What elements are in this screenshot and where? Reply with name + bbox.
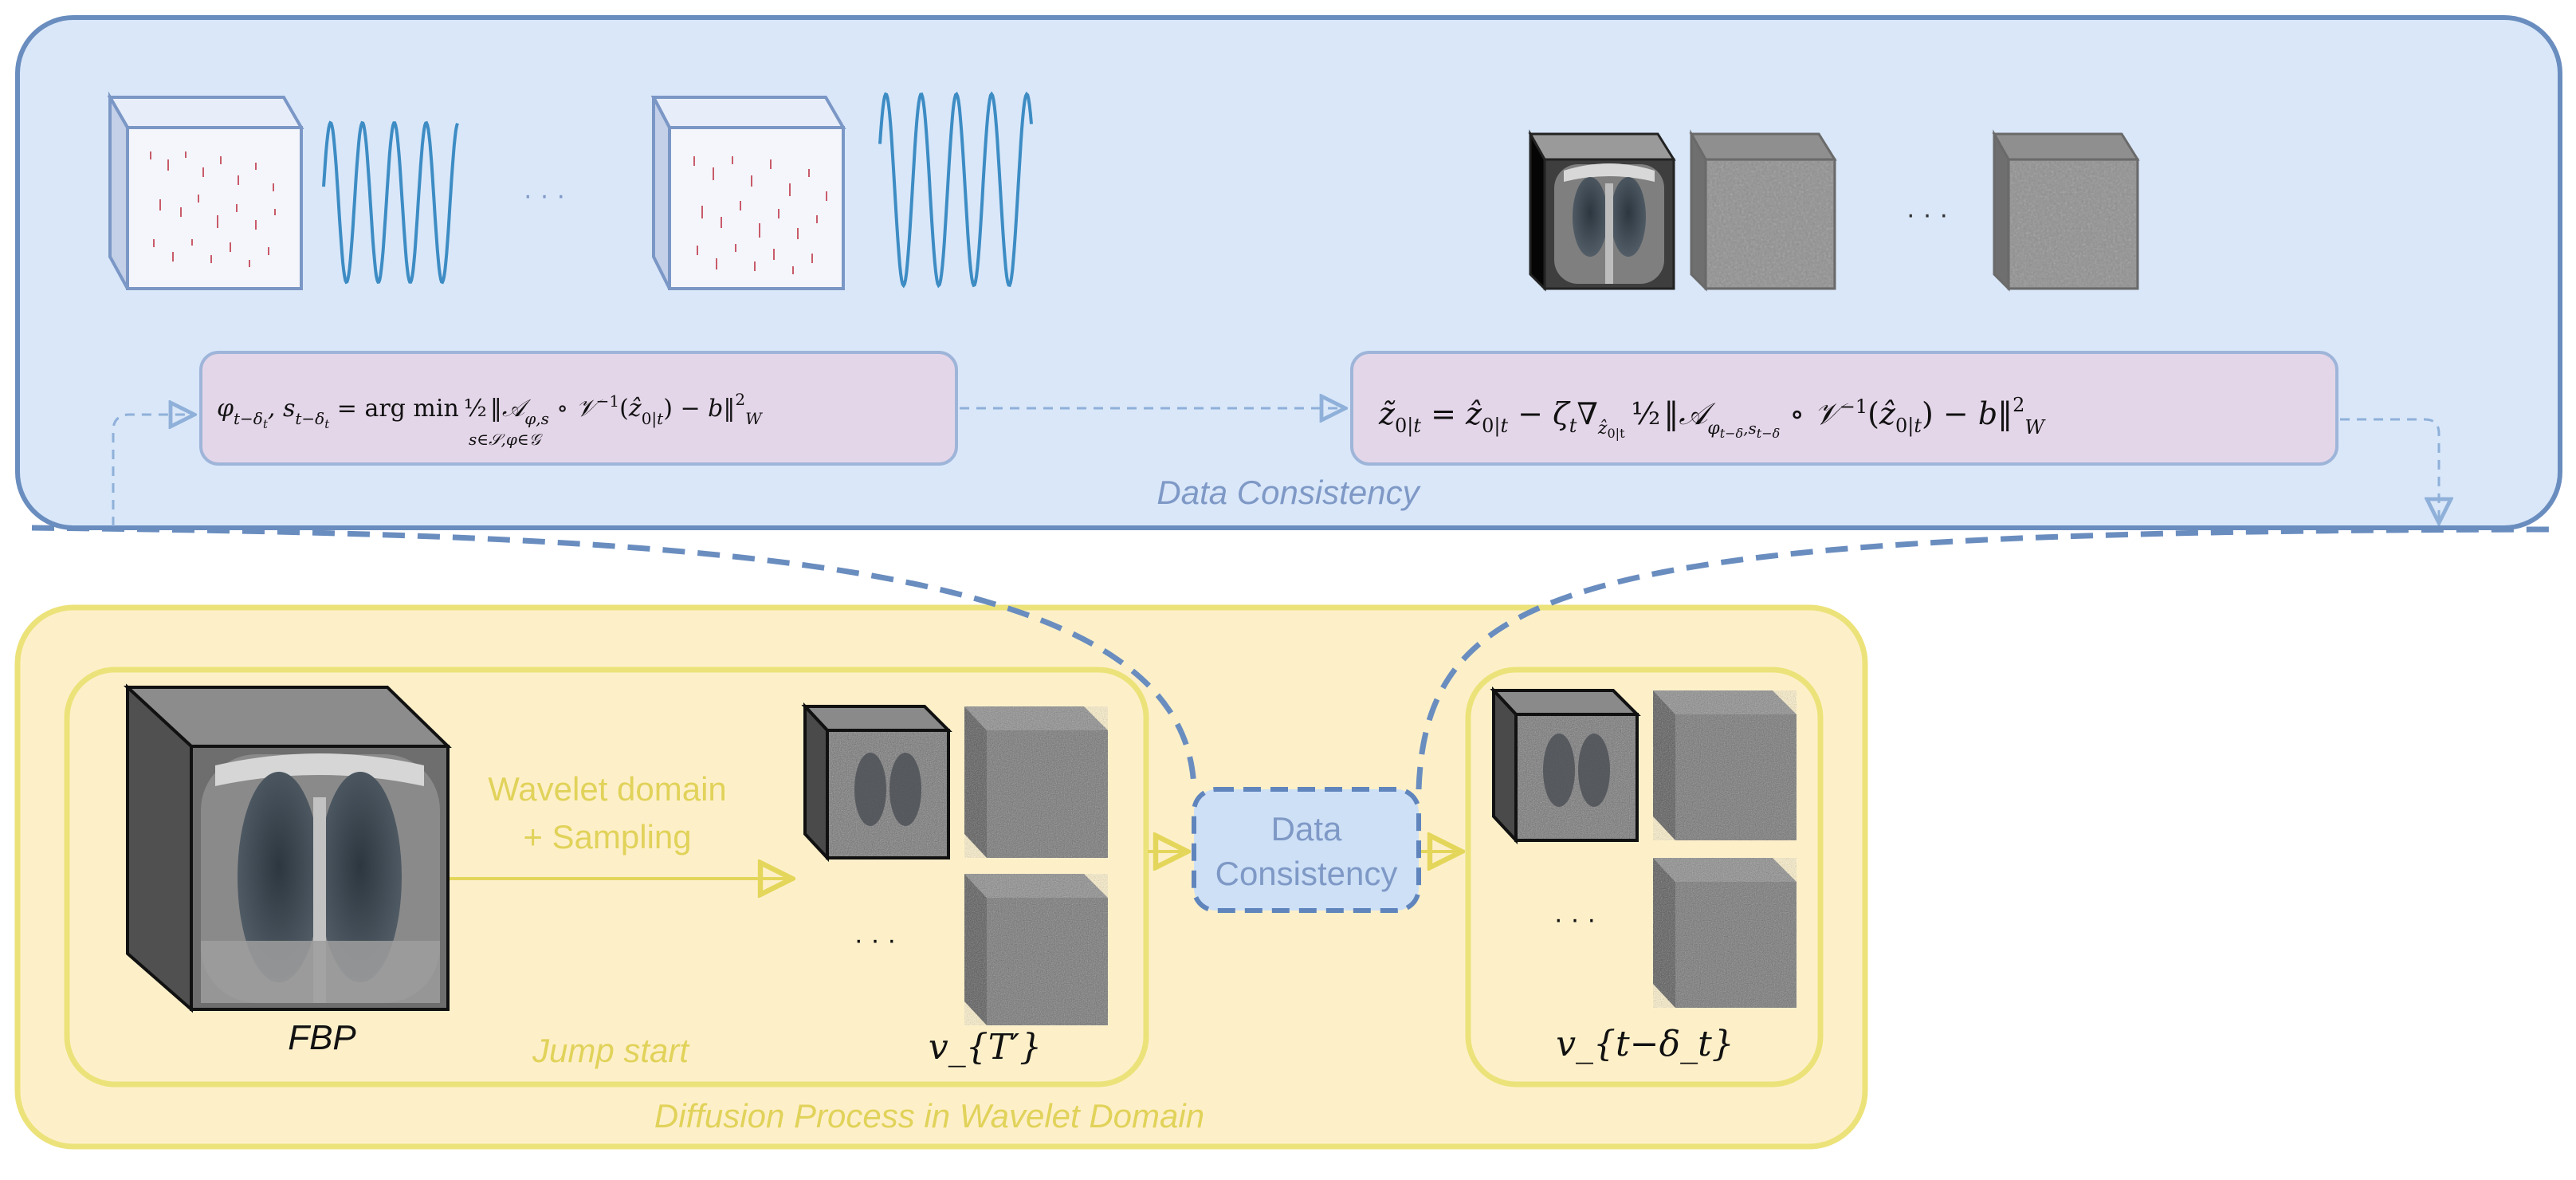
motion-signal-wave-2	[878, 91, 1033, 289]
fbp-label: FBP	[288, 1018, 356, 1057]
motion-field-cube-1	[107, 91, 304, 290]
vt-detail-cube-2	[1653, 858, 1797, 1008]
top-ellipsis-left: · · ·	[524, 180, 566, 210]
data-consistency-step-line2: Consistency	[1215, 855, 1398, 892]
wavelet-detail-cube-n	[1992, 129, 2140, 292]
wavelet-sampling-label-line2: + Sampling	[523, 818, 691, 856]
vt-label: v_{t−δ_t}	[1556, 1024, 1734, 1064]
top-ellipsis-right: · · ·	[1906, 199, 1949, 230]
dc-curve-left	[31, 525, 1197, 790]
wavelet-detail-cube-1	[1689, 129, 1837, 292]
vT-detail-cube-2	[964, 874, 1108, 1025]
dc-curve-right	[1416, 526, 2554, 790]
motion-signal-wave-1	[322, 120, 459, 285]
wavelet-sampling-label-line1: Wavelet domain	[488, 770, 727, 808]
wavelet-lowpass-cube	[1528, 129, 1676, 292]
motion-estimation-formula-box	[199, 351, 958, 466]
vt-detail-cube-1	[1653, 690, 1797, 840]
data-consistency-step-box	[1192, 787, 1421, 913]
diffusion-process-panel-title: Diffusion Process in Wavelet Domain	[654, 1097, 1204, 1135]
data-consistency-step-line1: Data	[1271, 810, 1342, 848]
vT-label: v_{T′}	[929, 1027, 1042, 1068]
motion-field-cube-2	[650, 96, 846, 290]
fbp-volume-cube	[123, 683, 452, 1013]
gradient-update-formula: z̃0|t = ẑ0|t − ζt∇ẑ0|t½ ‖𝒜φt−δ,st−δ ∘ 𝒱−1…	[1378, 394, 2046, 441]
vT-detail-cube-1	[964, 706, 1108, 858]
jump-start-title: Jump start	[532, 1032, 690, 1069]
vt-lowpass-cube	[1490, 686, 1641, 845]
vT-lowpass-cube	[801, 702, 952, 863]
vt-ellipsis: · · ·	[1554, 904, 1596, 934]
data-consistency-panel-title: Data Consistency	[1156, 474, 1421, 511]
arrow-out-of-right-formula	[2340, 418, 2439, 523]
motion-estimation-formula-subscript: s∈𝒮,φ∈𝒢	[469, 430, 544, 449]
vT-ellipsis: · · ·	[854, 925, 897, 955]
arrow-into-left-formula	[112, 415, 194, 526]
gradient-update-formula-box	[1350, 351, 2338, 466]
